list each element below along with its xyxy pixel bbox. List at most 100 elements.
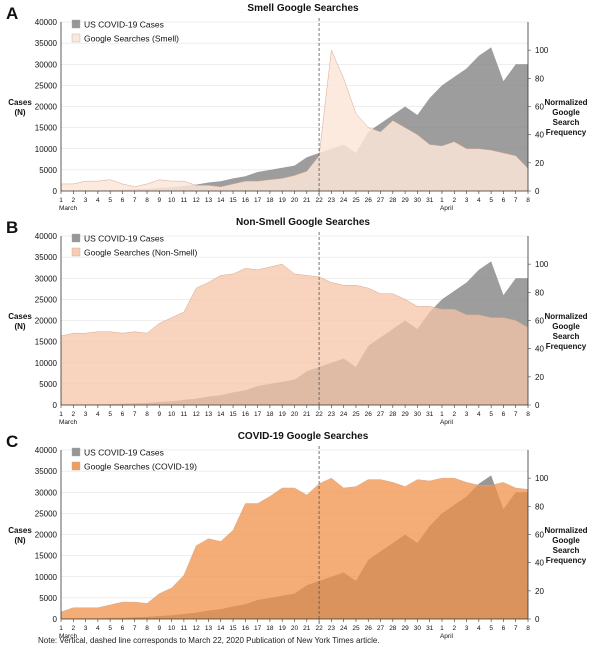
y-tick-label: 0 <box>53 401 58 410</box>
x-tick-label: 7 <box>133 411 137 418</box>
x-tick-label: 23 <box>328 197 336 204</box>
x-tick-label: 30 <box>414 411 422 418</box>
x-tick-label: 4 <box>477 625 481 632</box>
legend-label: US COVID-19 Cases <box>84 234 164 244</box>
y2-tick-label: 20 <box>535 159 544 168</box>
x-tick-label: 23 <box>328 411 336 418</box>
y-axis-label: (N) <box>14 108 25 117</box>
x-tick-label: 6 <box>502 625 506 632</box>
x-tick-label: 5 <box>489 197 493 204</box>
x-tick-label: 10 <box>168 411 176 418</box>
x-tick-label: 16 <box>242 197 250 204</box>
area-searches <box>61 478 528 619</box>
x-tick-label: 8 <box>526 411 530 418</box>
x-tick-label: 12 <box>193 625 201 632</box>
legend-swatch <box>71 233 81 243</box>
x-tick-label: 27 <box>377 197 385 204</box>
y2-axis-label: Search <box>553 332 580 341</box>
figure-note: Note: Vertical, dashed line corresponds … <box>38 636 380 645</box>
x-tick-label: 3 <box>84 625 88 632</box>
x-tick-label: 1 <box>440 625 444 632</box>
x-tick-label: 5 <box>108 411 112 418</box>
x-tick-label: 15 <box>229 197 237 204</box>
x-tick-label: 18 <box>266 625 274 632</box>
y2-axis-label: Search <box>553 118 580 127</box>
x-tick-label: 2 <box>71 625 75 632</box>
y2-tick-label: 80 <box>535 502 544 511</box>
y2-tick-label: 40 <box>535 131 544 140</box>
y2-tick-label: 100 <box>535 474 549 483</box>
x-tick-label: 13 <box>205 411 213 418</box>
y-tick-label: 20000 <box>35 531 58 540</box>
x-tick-label: 25 <box>352 625 360 632</box>
y-tick-label: 20000 <box>35 317 58 326</box>
x-tick-label: 8 <box>145 197 149 204</box>
y2-axis-label: Google <box>552 108 580 117</box>
y2-tick-label: 20 <box>535 373 544 382</box>
y2-axis-label: Google <box>552 322 580 331</box>
x-tick-label: 12 <box>193 197 201 204</box>
x-tick-label: 24 <box>340 411 348 418</box>
x-tick-label: 7 <box>133 625 137 632</box>
legend-swatch <box>71 247 81 257</box>
x-tick-label: 28 <box>389 411 397 418</box>
x-tick-label: 3 <box>465 411 469 418</box>
chart-title: COVID-19 Google Searches <box>238 431 369 442</box>
x-tick-label: 21 <box>303 625 311 632</box>
x-tick-label: 1 <box>440 197 444 204</box>
y2-tick-label: 0 <box>535 187 540 196</box>
x-tick-label: 14 <box>217 197 225 204</box>
x-tick-label: 19 <box>279 411 287 418</box>
y-tick-label: 25000 <box>35 295 58 304</box>
panel-label: C <box>6 432 18 451</box>
x-tick-label: 19 <box>279 625 287 632</box>
x-tick-label: 6 <box>121 197 125 204</box>
x-tick-label: 14 <box>217 411 225 418</box>
y2-tick-label: 100 <box>535 46 549 55</box>
x-tick-label: 20 <box>291 625 299 632</box>
x-tick-label: 17 <box>254 197 262 204</box>
panel-label: B <box>6 218 18 237</box>
x-tick-label: 31 <box>426 411 434 418</box>
x-month-label: March <box>59 633 77 640</box>
y2-tick-label: 80 <box>535 288 544 297</box>
y-tick-label: 0 <box>53 615 58 624</box>
x-tick-label: 17 <box>254 411 262 418</box>
x-tick-label: 7 <box>514 411 518 418</box>
legend-swatch <box>71 461 81 471</box>
y-tick-label: 40000 <box>35 446 58 455</box>
y-axis-label: (N) <box>14 536 25 545</box>
x-tick-label: 10 <box>168 197 176 204</box>
x-tick-label: 25 <box>352 411 360 418</box>
x-tick-label: 9 <box>158 197 162 204</box>
y2-axis-label: Frequency <box>546 128 587 137</box>
x-tick-label: 11 <box>181 197 188 204</box>
x-tick-label: 16 <box>242 625 250 632</box>
x-tick-label: 20 <box>291 411 299 418</box>
x-tick-label: 27 <box>377 625 385 632</box>
x-tick-label: 26 <box>365 197 373 204</box>
y2-tick-label: 20 <box>535 587 544 596</box>
y-tick-label: 40000 <box>35 232 58 241</box>
legend-label: US COVID-19 Cases <box>84 448 164 458</box>
x-tick-label: 2 <box>452 411 456 418</box>
area-searches <box>61 264 528 405</box>
legend-label: US COVID-19 Cases <box>84 20 164 30</box>
x-tick-label: 2 <box>71 411 75 418</box>
x-tick-label: 7 <box>514 197 518 204</box>
x-tick-label: 30 <box>414 197 422 204</box>
y-axis-label: Cases <box>8 526 32 535</box>
chart-title: Non-Smell Google Searches <box>236 217 370 228</box>
x-tick-label: 4 <box>96 197 100 204</box>
x-tick-label: 28 <box>389 625 397 632</box>
y-tick-label: 15000 <box>35 338 58 347</box>
y2-tick-label: 40 <box>535 559 544 568</box>
x-tick-label: 21 <box>303 411 311 418</box>
x-tick-label: 29 <box>401 625 409 632</box>
y2-tick-label: 100 <box>535 260 549 269</box>
area-searches <box>61 50 528 191</box>
x-tick-label: 31 <box>426 625 434 632</box>
panel-a: 0 5000 10000 15000 20000 25000 30000 35000 40000… <box>6 3 588 212</box>
x-month-label: April <box>440 633 454 640</box>
